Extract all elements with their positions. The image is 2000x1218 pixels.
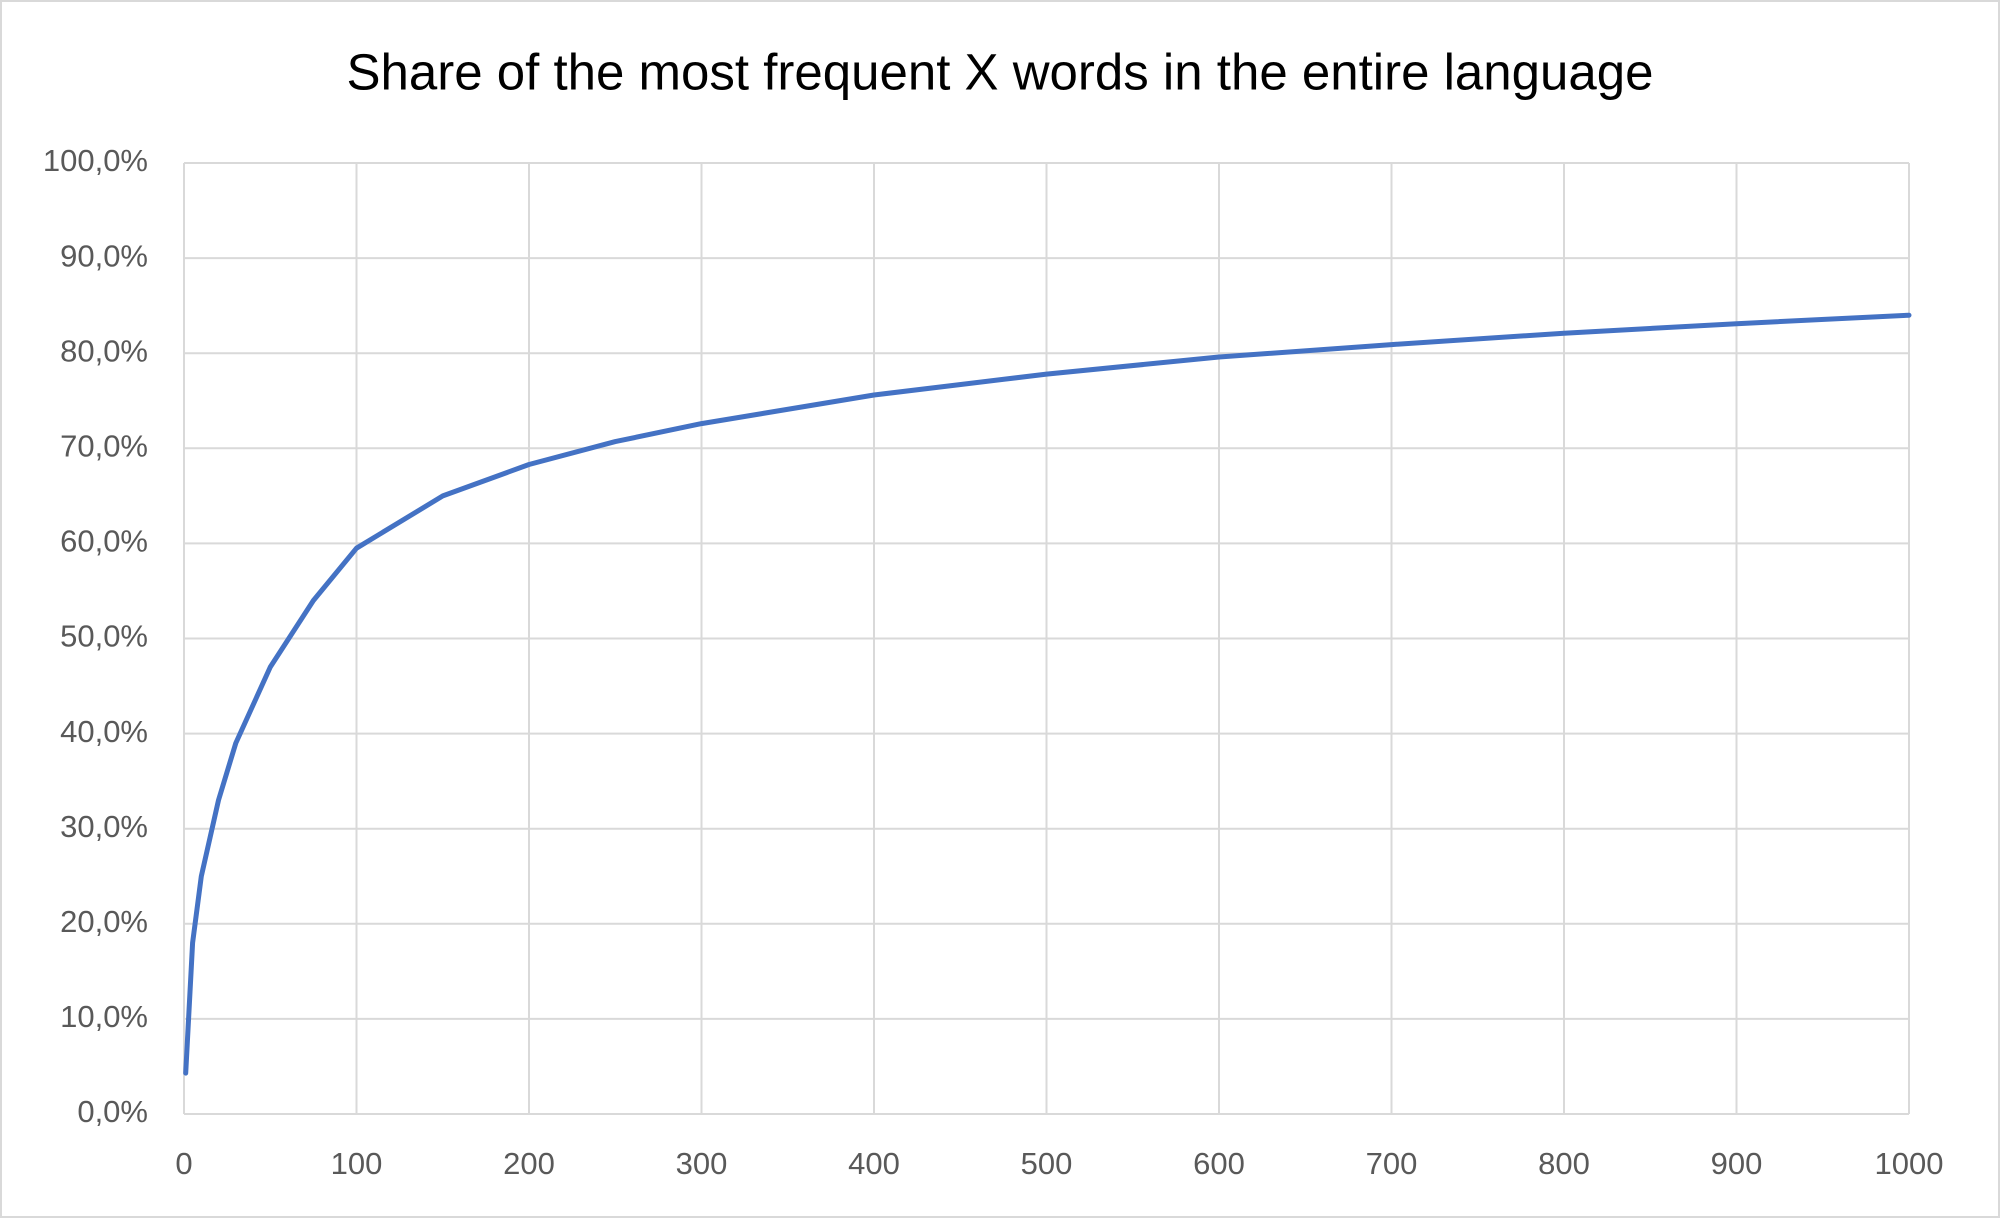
y-tick-label: 70,0% <box>60 428 148 463</box>
x-tick-label: 900 <box>1711 1146 1763 1181</box>
x-tick-label: 0 <box>175 1146 192 1181</box>
x-tick-label: 400 <box>848 1146 900 1181</box>
y-tick-label: 40,0% <box>60 714 148 749</box>
x-tick-label: 1000 <box>1875 1146 1944 1181</box>
y-tick-label: 80,0% <box>60 333 148 368</box>
x-tick-label: 300 <box>676 1146 728 1181</box>
x-tick-label: 200 <box>503 1146 555 1181</box>
y-tick-label: 100,0% <box>43 143 148 178</box>
y-tick-label: 30,0% <box>60 809 148 844</box>
y-tick-label: 50,0% <box>60 619 148 654</box>
x-tick-label: 500 <box>1021 1146 1073 1181</box>
x-tick-label: 100 <box>331 1146 383 1181</box>
y-tick-label: 90,0% <box>60 238 148 273</box>
x-tick-label: 600 <box>1193 1146 1245 1181</box>
y-tick-label: 0,0% <box>77 1094 148 1129</box>
x-tick-label: 700 <box>1366 1146 1418 1181</box>
y-tick-label: 20,0% <box>60 904 148 939</box>
data-line <box>183 312 1912 1076</box>
y-tick-label: 60,0% <box>60 524 148 559</box>
x-tick-label: 800 <box>1538 1146 1590 1181</box>
chart-title: Share of the most frequent X words in th… <box>347 43 1654 100</box>
y-tick-label: 10,0% <box>60 999 148 1034</box>
